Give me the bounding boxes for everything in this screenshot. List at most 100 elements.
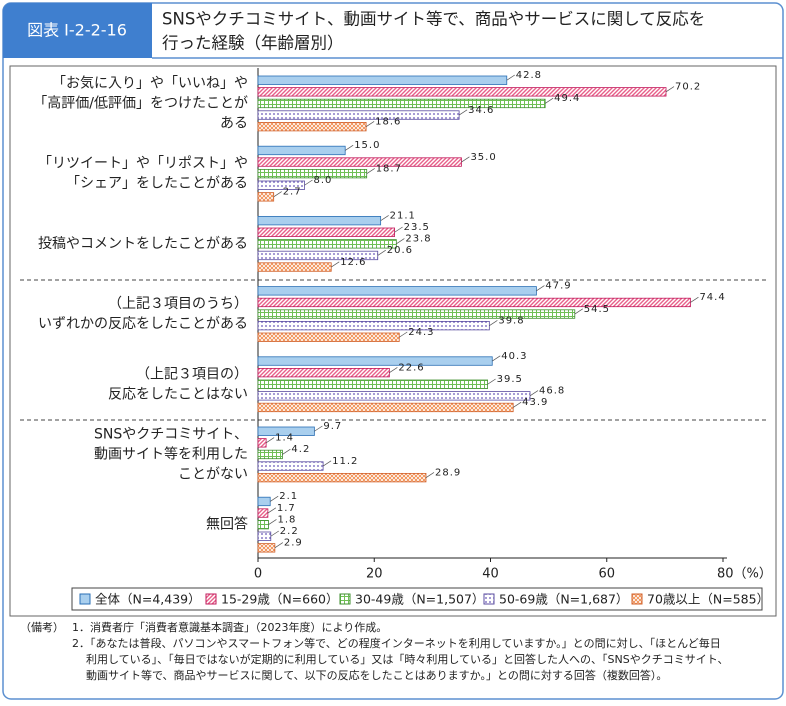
leader — [544, 97, 554, 104]
leader — [377, 249, 386, 256]
value-label: 39.5 — [497, 374, 523, 385]
bar — [257, 98, 546, 109]
legend-label: 50-69歳（N=1,687） — [499, 592, 628, 607]
leader — [273, 191, 282, 198]
value-label: 34.6 — [468, 105, 494, 116]
leader — [665, 86, 675, 93]
y-tick-label: 無回答 — [206, 516, 248, 533]
leader — [366, 168, 375, 174]
leader — [304, 179, 313, 186]
value-label: 28.9 — [435, 467, 461, 478]
bar — [257, 309, 576, 319]
bar — [257, 297, 691, 308]
leader — [529, 390, 539, 397]
leader — [396, 238, 405, 245]
x-tick-label: 60 — [598, 567, 615, 582]
leader — [506, 74, 515, 81]
legend-swatch — [339, 593, 351, 605]
x-tick-label: 40 — [482, 567, 499, 582]
y-tick-label: 投稿やコメントをしたことがある — [38, 236, 248, 252]
x-tick-label: 20 — [366, 567, 383, 582]
bar — [257, 192, 275, 202]
value-label: 23.8 — [405, 234, 431, 245]
value-label: 9.7 — [323, 421, 342, 432]
header-tag-box — [3, 3, 152, 58]
y-tick-label: 「リツイート」や「リポスト」や — [38, 156, 248, 172]
bar — [257, 157, 462, 167]
legend-swatch — [483, 593, 495, 605]
leader — [365, 121, 375, 127]
title: SNSやクチコミサイト、動画サイト等で、商品やサービスに関して反応を — [162, 10, 705, 29]
value-label: 1.4 — [275, 433, 294, 444]
value-label: 1.7 — [277, 503, 296, 514]
value-label: 15.0 — [354, 140, 380, 151]
value-label: 35.0 — [470, 152, 496, 163]
leader — [574, 308, 583, 315]
leader — [458, 109, 468, 116]
x-tick-label: 80（%） — [717, 567, 772, 582]
bar — [257, 402, 514, 413]
leader — [267, 507, 277, 514]
value-label: 18.6 — [375, 116, 401, 127]
value-label: 2.2 — [280, 526, 299, 537]
y-tick-label: 「お気に入り」や「いいね」や — [52, 75, 248, 91]
plot-frame — [9, 65, 777, 617]
note: 利用している」、「毎日ではないが定期的に利用している」又は「時々利用している」と… — [86, 652, 728, 666]
y-tick-label: 動画サイト等を利用した — [94, 445, 248, 462]
bar — [257, 461, 324, 471]
value-label: 8.0 — [314, 175, 333, 186]
value-label: 2.7 — [283, 187, 302, 198]
bar — [257, 496, 271, 507]
value-label: 39.8 — [498, 315, 524, 326]
value-label: 20.6 — [387, 245, 413, 256]
leader — [270, 495, 279, 502]
y-tick-label: （上記３項目のうち） — [108, 296, 248, 312]
legend-label: 全体（N=4,439） — [95, 592, 201, 607]
legend-label: 70歳以上（N=585） — [647, 592, 769, 607]
value-label: 49.4 — [554, 93, 580, 104]
note: 1．消費者庁「消費者意識基本調査」（2023年度）により作成。 — [72, 620, 387, 634]
bar — [257, 75, 508, 85]
value-label: 47.9 — [545, 281, 571, 292]
value-label: 12.6 — [340, 257, 366, 268]
y-tick-label: ことがない — [178, 466, 248, 482]
bar — [257, 332, 400, 342]
legend-swatch — [79, 593, 91, 605]
value-label: 54.5 — [584, 304, 610, 315]
bar — [257, 262, 332, 272]
leader — [331, 261, 340, 268]
bar — [257, 320, 490, 331]
value-label: 4.2 — [291, 444, 310, 455]
leader — [344, 144, 354, 151]
y-tick-label: 「高評価/低評価」をつけたことが — [33, 94, 248, 111]
x-tick-label: 0 — [254, 567, 262, 582]
value-label: 18.7 — [376, 163, 402, 174]
legend-frame — [71, 587, 763, 611]
bar — [257, 122, 367, 132]
leader — [282, 448, 291, 455]
y-tick-label: 反応をしたことはない — [108, 386, 248, 402]
bar — [257, 87, 667, 97]
value-label: 24.3 — [408, 327, 434, 338]
leader — [461, 156, 470, 163]
header-tag: 図表 I-2-2-16 — [27, 21, 127, 40]
leader — [512, 401, 522, 408]
bar — [257, 531, 272, 541]
leader — [690, 296, 699, 303]
leader — [492, 355, 501, 362]
leader — [265, 437, 275, 444]
leader — [425, 472, 435, 478]
value-label: 43.9 — [522, 397, 548, 408]
leader — [399, 331, 408, 338]
bar — [257, 239, 397, 249]
bar — [257, 168, 368, 179]
value-label: 46.8 — [539, 386, 565, 397]
y-tick-label: ある — [220, 115, 248, 131]
notes-label: （備考） — [20, 621, 64, 634]
leader — [380, 215, 389, 221]
leader — [268, 519, 277, 525]
value-label: 40.3 — [501, 351, 527, 362]
legend-label: 30-49歳（N=1,507） — [355, 592, 484, 607]
